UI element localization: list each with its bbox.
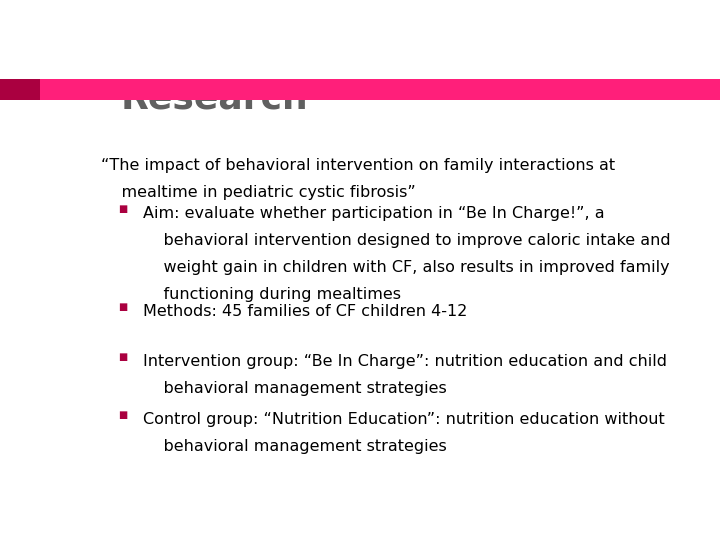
Text: “The impact of behavioral intervention on family interactions at: “The impact of behavioral intervention o…	[101, 158, 616, 173]
Text: mealtime in pediatric cystic fibrosis”: mealtime in pediatric cystic fibrosis”	[101, 185, 416, 200]
Text: ■: ■	[118, 302, 127, 312]
Text: behavioral intervention designed to improve caloric intake and: behavioral intervention designed to impr…	[143, 233, 670, 248]
Text: Methods: 45 families of CF children 4-12: Methods: 45 families of CF children 4-12	[143, 304, 467, 319]
Text: functioning during mealtimes: functioning during mealtimes	[143, 287, 401, 302]
Text: behavioral management strategies: behavioral management strategies	[143, 439, 446, 454]
Text: behavioral management strategies: behavioral management strategies	[143, 381, 446, 396]
Text: Control group: “Nutrition Education”: nutrition education without: Control group: “Nutrition Education”: nu…	[143, 412, 665, 427]
Text: weight gain in children with CF, also results in improved family: weight gain in children with CF, also re…	[143, 260, 670, 275]
Text: Intervention group: “Be In Charge”: nutrition education and child: Intervention group: “Be In Charge”: nutr…	[143, 354, 667, 369]
Text: ■: ■	[118, 204, 127, 214]
Text: ■: ■	[118, 352, 127, 362]
Text: Aim: evaluate whether participation in “Be In Charge!”, a: Aim: evaluate whether participation in “…	[143, 206, 605, 221]
Text: ■: ■	[118, 410, 127, 420]
Text: Research: Research	[121, 82, 308, 116]
